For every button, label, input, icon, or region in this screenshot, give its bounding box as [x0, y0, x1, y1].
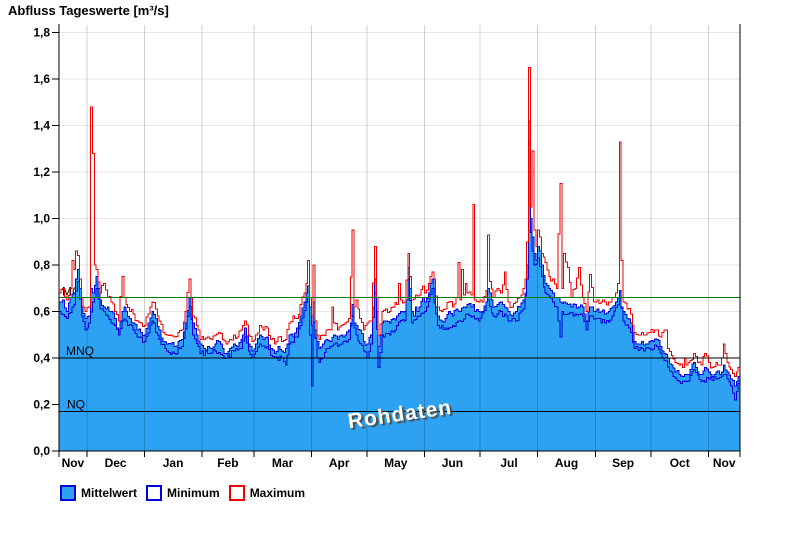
y-tick-label: 0,6	[33, 305, 50, 319]
legend-label-minimum: Minimum	[167, 486, 220, 500]
maximum-line-series	[59, 66, 741, 378]
x-month-label: Aug	[555, 456, 578, 470]
x-month-label: Jun	[442, 456, 463, 470]
mean-area-series	[59, 120, 740, 452]
x-month-label: May	[384, 456, 408, 470]
minimum-swatch-icon	[146, 485, 163, 501]
y-tick-label: 0,8	[33, 258, 50, 272]
legend-item-mittelwert: Mittelwert	[60, 485, 137, 501]
x-month-label: Mar	[272, 456, 294, 470]
y-tick-label: 0,0	[33, 444, 50, 458]
legend-label-mittelwert: Mittelwert	[81, 486, 138, 500]
mean-swatch-icon	[60, 485, 76, 501]
chart-title: Abfluss Tageswerte [m³/s]	[8, 3, 169, 18]
y-tick-label: 1,8	[33, 26, 50, 40]
mean-line-series	[59, 120, 741, 387]
maximum-swatch-icon	[228, 485, 245, 501]
x-month-label: Sep	[612, 456, 634, 470]
minimum-line-series	[59, 141, 741, 401]
legend-item-maximum: Maximum	[228, 485, 306, 501]
x-month-label: Feb	[217, 456, 238, 470]
x-month-label: Dec	[105, 456, 127, 470]
nq-line-label: NQ	[67, 398, 85, 412]
x-month-label: Nov	[713, 456, 736, 470]
y-tick-label: 0,4	[33, 351, 50, 365]
y-tick-label: 1,4	[33, 119, 50, 133]
y-tick-label: 1,2	[33, 165, 50, 179]
x-month-label: Jan	[163, 456, 184, 470]
x-month-label: Apr	[329, 456, 350, 470]
x-month-label: Jul	[500, 456, 517, 470]
mnq-line-label: MNQ	[66, 344, 94, 358]
x-month-label: Nov	[62, 456, 85, 470]
x-month-label: Oct	[670, 456, 690, 470]
legend: Mittelwert Minimum Maximum	[60, 485, 314, 501]
y-tick-label: 1,0	[33, 212, 50, 226]
y-tick-label: 0,2	[33, 398, 50, 412]
y-tick-label: 1,6	[33, 72, 50, 86]
legend-item-minimum: Minimum	[146, 485, 220, 501]
legend-label-maximum: Maximum	[249, 486, 306, 500]
